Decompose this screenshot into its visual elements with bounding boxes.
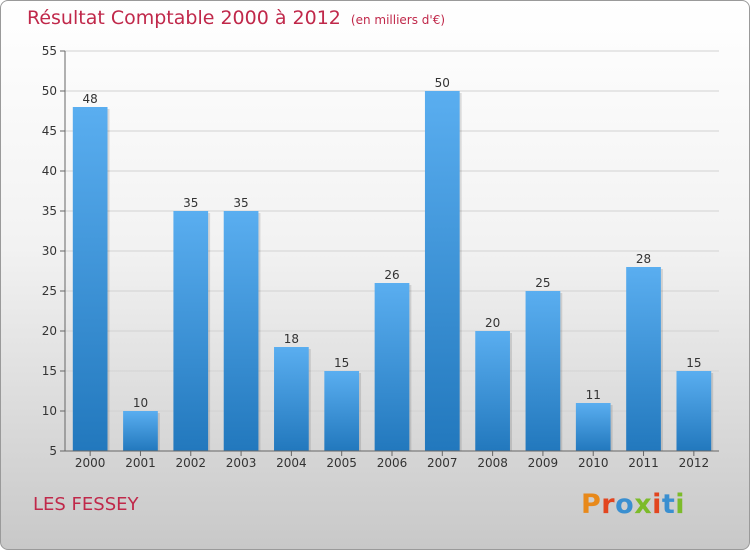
x-tick-label-2010: 2010: [578, 456, 609, 470]
bar-2002: [173, 211, 209, 451]
data-label-2011: 28: [636, 252, 651, 266]
data-label-2010: 11: [586, 388, 601, 402]
bar-2001: [123, 411, 158, 451]
proxiti-logo: Proxiti: [581, 489, 685, 520]
title-text: Résultat Comptable 2000 à 2012: [27, 7, 341, 29]
bar-2003: [223, 211, 259, 451]
x-tick-label-2009: 2009: [528, 456, 559, 470]
data-label-2003: 35: [233, 196, 248, 210]
y-tick-label: 10: [42, 404, 57, 418]
data-label-2005: 15: [334, 356, 349, 370]
axes: 5 10 15 20 25 30 35 40 45 50 55 2000 2001 2002 2003 200…: [42, 44, 719, 470]
x-tick-label-2007: 2007: [427, 456, 458, 470]
bar-2007: [424, 91, 460, 451]
bars: 48 10 35 35 18 15 26 50 20 25 11 28 15: [72, 76, 714, 451]
bar-2008: [475, 331, 510, 451]
chart-title: Résultat Comptable 2000 à 2012 (en millie…: [27, 7, 445, 29]
logo-letter: i: [675, 489, 686, 520]
chart-subtitle: (en milliers d'€): [350, 13, 446, 27]
logo-letter: o: [615, 489, 635, 520]
data-label-2007: 50: [435, 76, 450, 90]
logo-letter: i: [652, 489, 662, 520]
bar-2010: [575, 403, 611, 451]
y-tick-label: 5: [49, 444, 57, 458]
x-tick-label-2001: 2001: [125, 456, 156, 470]
y-tick-label: 25: [42, 284, 57, 298]
bar-2000: [72, 107, 108, 451]
logo-letter: r: [601, 489, 616, 520]
y-tick-label: 40: [42, 164, 57, 178]
x-tick-label-2002: 2002: [175, 456, 206, 470]
x-tick-label-2011: 2011: [628, 456, 659, 470]
x-tick-label-2008: 2008: [477, 456, 508, 470]
data-label-2006: 26: [384, 268, 399, 282]
x-tick-label-2006: 2006: [377, 456, 408, 470]
x-tick-label-2005: 2005: [326, 456, 357, 470]
x-tick-label-2000: 2000: [75, 456, 106, 470]
commune-name: LES FESSEY: [33, 494, 139, 515]
data-label-2001: 10: [133, 396, 148, 410]
data-label-2004: 18: [284, 332, 299, 346]
y-tick-label: 50: [42, 84, 57, 98]
logo-letter: x: [634, 489, 653, 520]
data-label-2008: 20: [485, 316, 500, 330]
data-label-2012: 15: [686, 356, 701, 370]
bar-2004: [274, 347, 309, 451]
bar-2011: [626, 267, 661, 451]
bar-2006: [374, 283, 410, 451]
data-label-2009: 25: [535, 276, 550, 290]
logo-letter: t: [661, 489, 676, 520]
y-tick-label: 20: [42, 324, 57, 338]
x-tick-label-2012: 2012: [679, 456, 710, 470]
data-label-2002: 35: [183, 196, 198, 210]
x-tick-label-2004: 2004: [276, 456, 307, 470]
bar-2012: [676, 371, 712, 451]
logo-letter: P: [581, 489, 602, 520]
y-tick-label: 45: [42, 124, 57, 138]
bar-2005: [324, 371, 360, 451]
y-tick-label: 55: [42, 44, 57, 58]
y-tick-label: 35: [42, 204, 57, 218]
y-tick-label: 15: [42, 364, 57, 378]
x-tick-label-2003: 2003: [226, 456, 257, 470]
data-label-2000: 48: [83, 92, 98, 106]
y-tick-label: 30: [42, 244, 57, 258]
bar-2009: [525, 291, 561, 451]
